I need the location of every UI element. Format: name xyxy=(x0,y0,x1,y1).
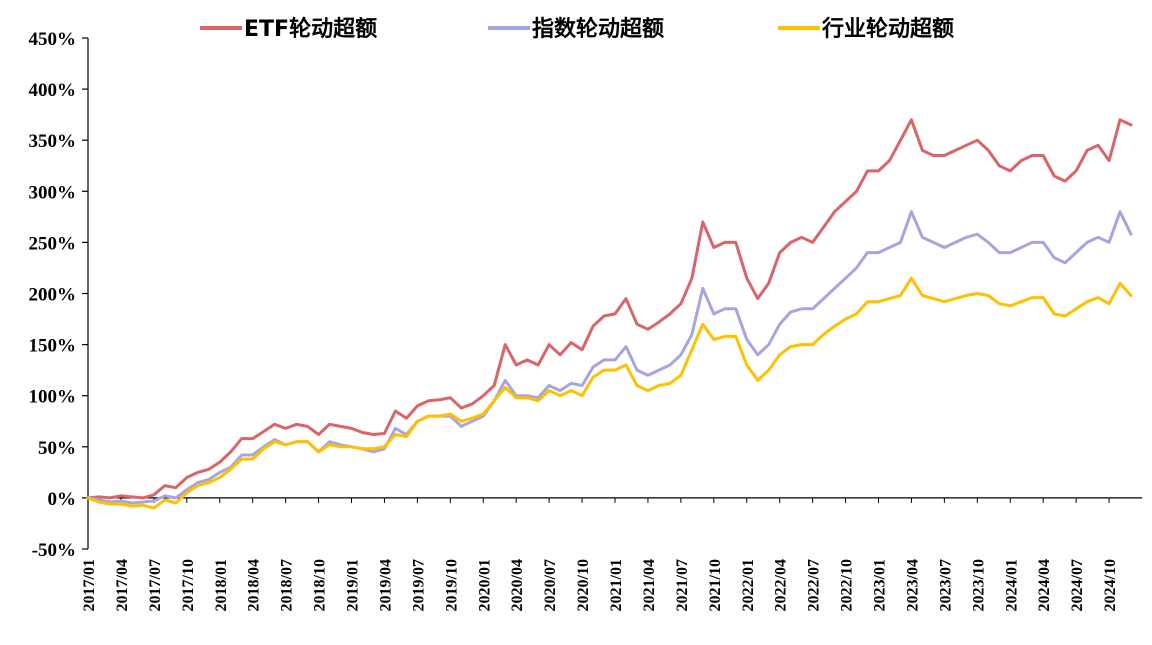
x-tick-label: 2021/04 xyxy=(641,559,658,611)
x-tick-label: 2020/10 xyxy=(575,559,592,611)
x-tick-label: 2023/01 xyxy=(872,559,889,611)
y-axis: -50% 0% 50% 100% 150% 200% 250% 300% 350% 400% 450… xyxy=(29,29,89,561)
x-tick-label: 2017/07 xyxy=(147,559,164,611)
y-tick-label: 250% xyxy=(29,233,77,254)
y-tick-label: 400% xyxy=(29,80,77,101)
x-tick-label: 2020/01 xyxy=(476,559,493,611)
y-tick-label: 450% xyxy=(29,29,77,50)
plot-area xyxy=(86,118,1133,510)
series-line-2 xyxy=(86,210,1133,505)
y-tick-label: 200% xyxy=(29,285,77,306)
legend-label: 行业轮动超额 xyxy=(821,16,954,42)
x-tick-label: 2022/10 xyxy=(839,559,856,611)
x-tick-label: 2017/01 xyxy=(81,559,98,611)
x-tick-label: 2021/07 xyxy=(674,559,691,611)
x-tick-label: 2018/01 xyxy=(213,559,230,611)
legend-label: 指数轮动超额 xyxy=(532,16,664,42)
y-tick-label: 350% xyxy=(29,131,77,152)
x-tick-label: 2021/01 xyxy=(608,559,625,611)
x-tick-label: 2021/10 xyxy=(707,559,724,611)
y-tick-label: -50% xyxy=(32,540,76,561)
x-axis: 2017/01 2017/04 2017/07 2017/10 2018/01 2018/… xyxy=(81,497,1142,611)
x-tick-label: 2019/01 xyxy=(345,559,362,611)
legend: ETF轮动超额 指数轮动超额 行业轮动超额 xyxy=(200,16,954,42)
x-tick-label: 2023/10 xyxy=(970,559,987,611)
series-line-3 xyxy=(86,276,1133,510)
x-tick-label: 2024/01 xyxy=(1003,559,1020,611)
x-tick-label: 2022/01 xyxy=(740,559,757,611)
x-tick-label: 2024/04 xyxy=(1036,559,1053,611)
x-tick-label: 2024/07 xyxy=(1069,559,1086,611)
legend-label: ETF轮动超额 xyxy=(244,16,377,42)
x-tick-label: 2022/04 xyxy=(773,559,790,611)
x-tick-label: 2017/10 xyxy=(180,559,197,611)
x-tick-label: 2018/07 xyxy=(279,559,296,611)
y-tick-label: 300% xyxy=(29,182,77,203)
y-tick-label: 100% xyxy=(29,387,77,408)
x-tick-label: 2019/04 xyxy=(377,559,394,611)
series-line-1 xyxy=(86,118,1133,500)
x-tick-label: 2023/04 xyxy=(904,559,921,611)
x-tick-label: 2022/07 xyxy=(806,559,823,611)
x-tick-label: 2023/07 xyxy=(937,559,954,611)
x-tick-label: 2018/10 xyxy=(312,559,329,611)
x-tick-label: 2019/10 xyxy=(443,559,460,611)
x-tick-label: 2019/07 xyxy=(410,559,427,611)
x-tick-label: 2024/10 xyxy=(1102,559,1119,611)
x-tick-label: 2020/07 xyxy=(542,559,559,611)
y-tick-label: 150% xyxy=(29,336,77,357)
x-tick-label: 2018/04 xyxy=(246,559,263,611)
y-tick-label: 0% xyxy=(48,489,77,510)
x-tick-label: 2020/04 xyxy=(509,559,526,611)
y-tick-label: 50% xyxy=(38,438,76,459)
x-tick-label: 2017/04 xyxy=(114,559,131,611)
